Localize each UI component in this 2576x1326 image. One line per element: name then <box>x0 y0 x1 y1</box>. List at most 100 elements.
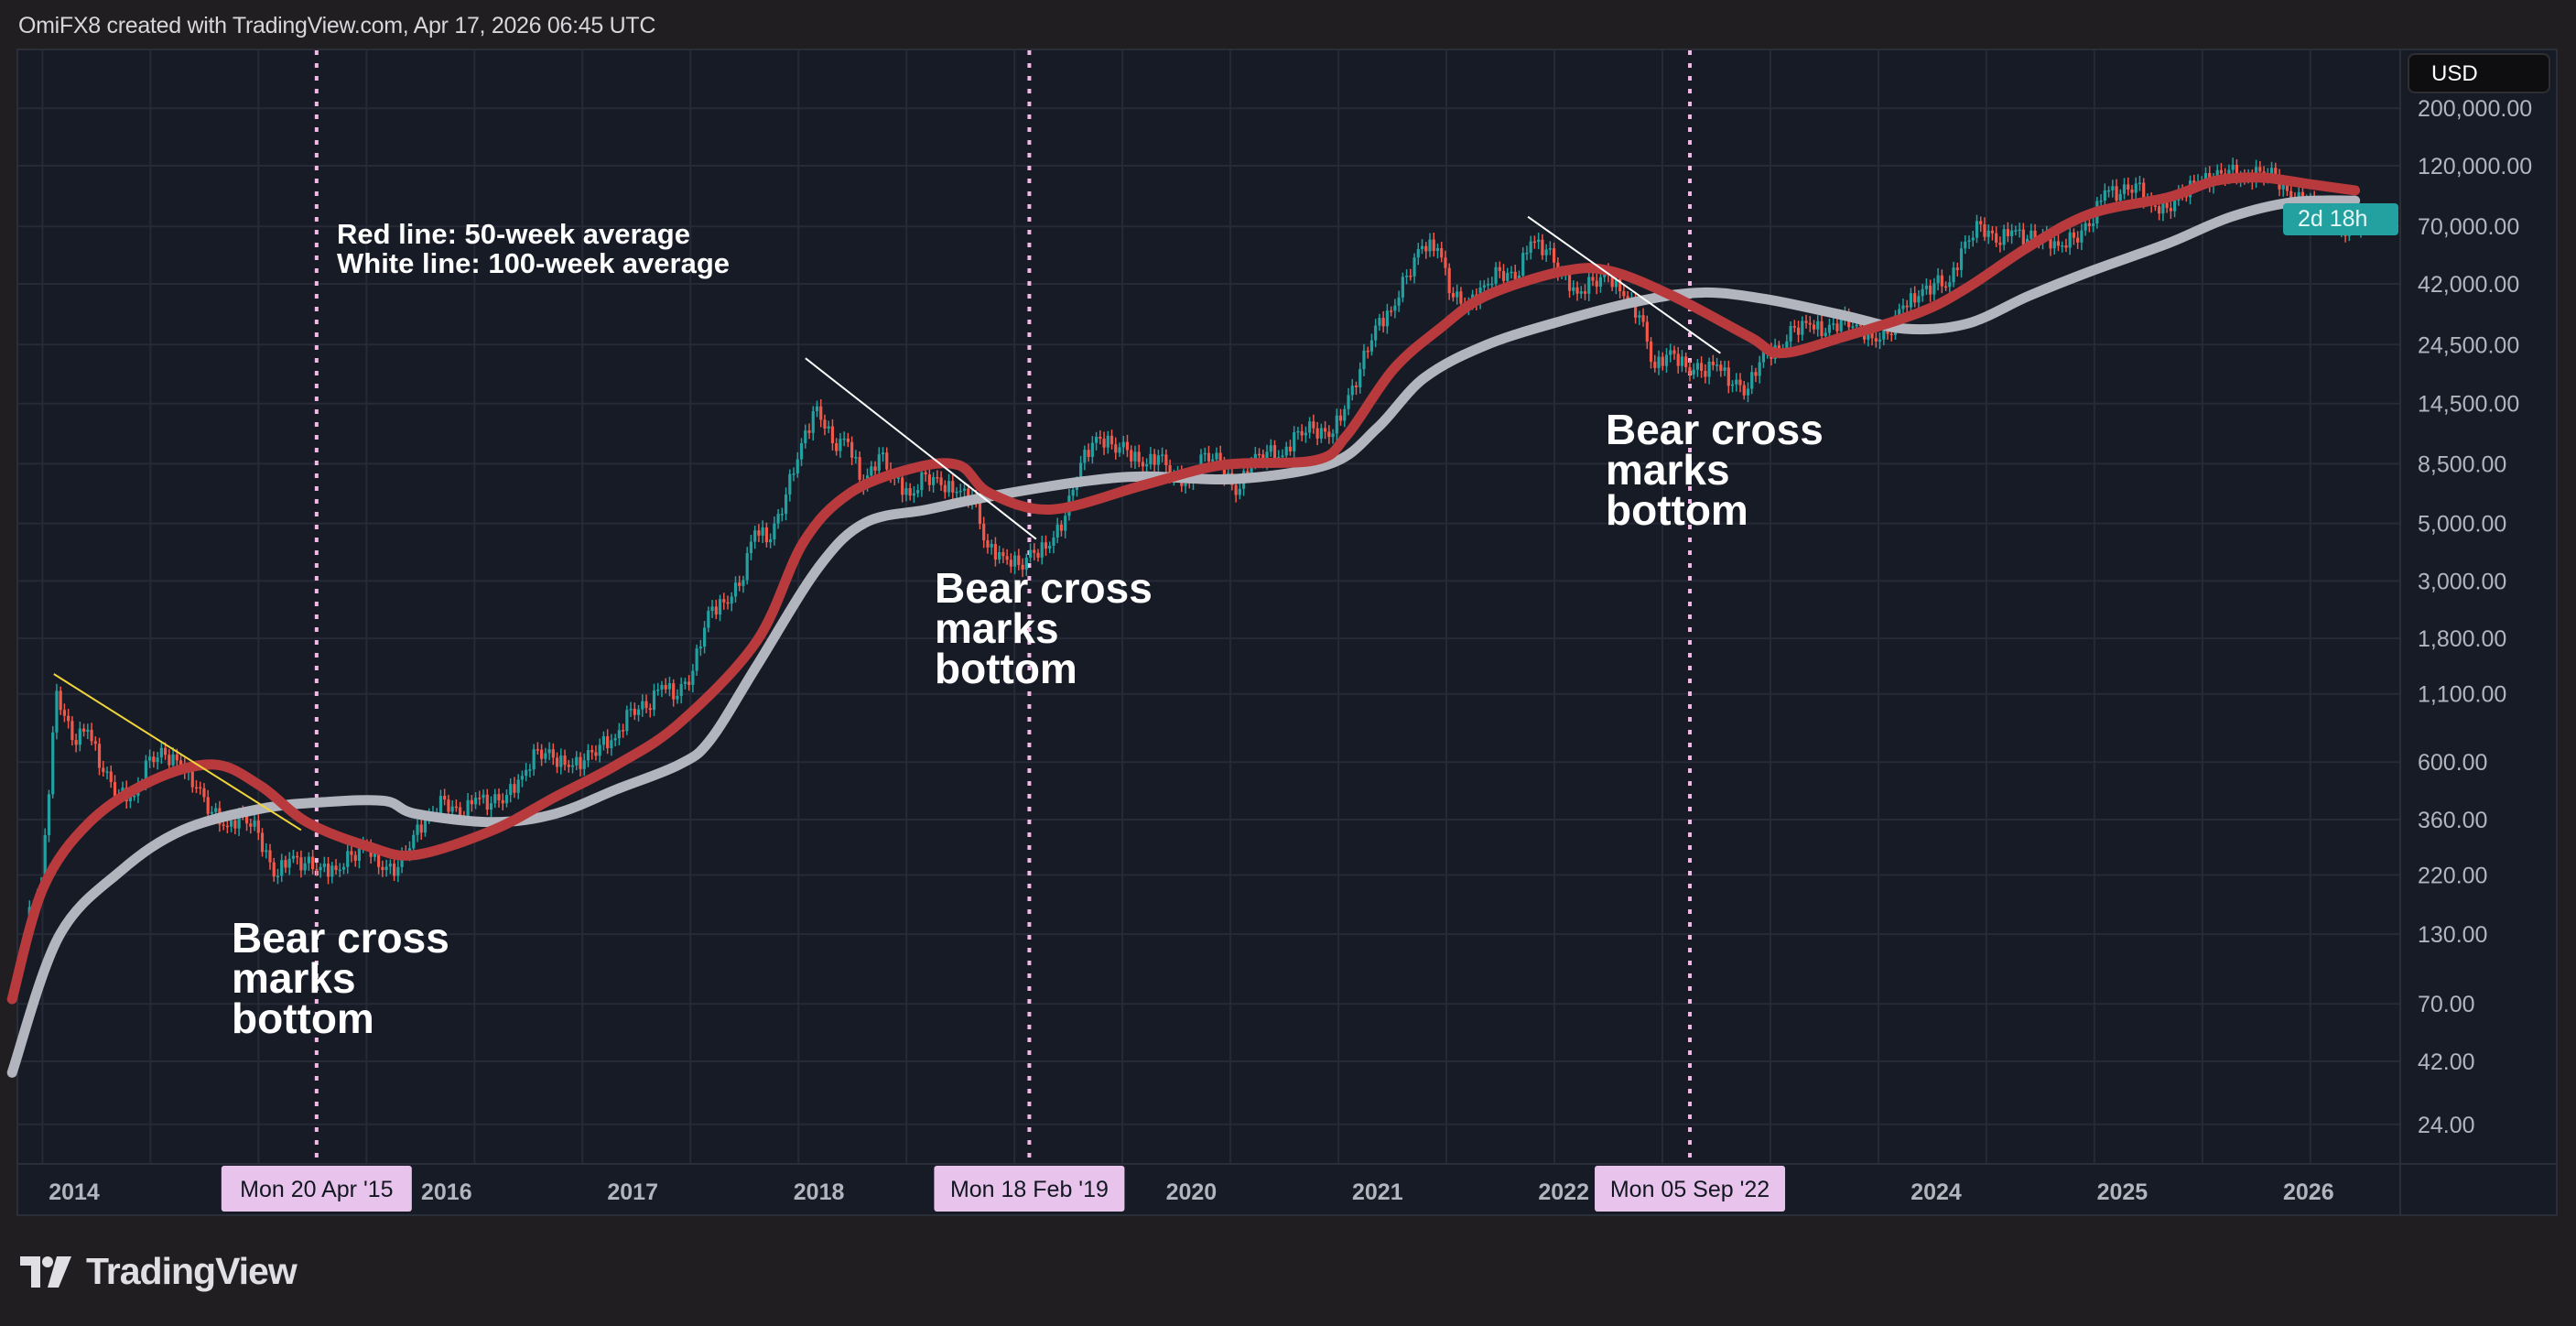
candle <box>850 441 854 458</box>
date-badge-label: Mon 20 Apr '15 <box>240 1177 393 1202</box>
candle <box>2014 230 2018 232</box>
candle <box>1567 272 1572 291</box>
candle <box>2099 201 2103 202</box>
candle <box>493 794 497 804</box>
candle <box>74 740 78 745</box>
candle <box>1087 450 1090 458</box>
candle <box>990 543 993 548</box>
note-red-line: Red line: 50-week average <box>337 218 690 250</box>
price-tick-label: 600.00 <box>2418 750 2487 776</box>
candle <box>1323 428 1327 432</box>
candle <box>450 806 454 812</box>
time-tick-label: 2021 <box>1352 1179 1403 1205</box>
candle <box>1338 415 1343 421</box>
candle <box>423 817 428 833</box>
candle <box>753 530 757 542</box>
candle <box>1207 452 1211 462</box>
candle <box>443 796 447 800</box>
time-tick-label: 2016 <box>421 1179 472 1205</box>
candle <box>1215 452 1218 460</box>
candle <box>237 812 241 829</box>
candle <box>1064 516 1067 531</box>
candle <box>1393 305 1397 311</box>
candle <box>1541 239 1544 255</box>
candle <box>764 527 768 543</box>
candle <box>1145 464 1149 467</box>
candle <box>1486 284 1490 286</box>
time-tick-label: 2014 <box>49 1179 100 1205</box>
candle <box>296 855 299 858</box>
candle <box>1827 324 1832 333</box>
candle <box>1009 560 1012 567</box>
candle <box>1149 453 1153 465</box>
bear-cross-annotation: marks <box>935 604 1059 652</box>
candle <box>2161 200 2165 214</box>
currency-button[interactable]: USD <box>2408 53 2550 93</box>
candle <box>1118 447 1121 453</box>
candle <box>2158 206 2161 214</box>
candle <box>1055 524 1059 538</box>
candle <box>1858 324 1862 326</box>
candle <box>1001 551 1005 557</box>
candle <box>1917 296 1921 303</box>
candle <box>1529 241 1532 253</box>
candle <box>1653 362 1657 368</box>
candle <box>726 602 730 604</box>
candle <box>749 541 753 554</box>
candle <box>1943 286 1948 288</box>
candle <box>1281 455 1284 458</box>
candle <box>1203 452 1207 455</box>
candle <box>563 755 567 766</box>
candle <box>544 753 547 759</box>
candle <box>1851 326 1855 329</box>
candle <box>175 754 179 761</box>
candle <box>1288 446 1293 451</box>
candle <box>904 488 908 495</box>
candle <box>846 438 850 442</box>
candle <box>2006 229 2009 236</box>
candle <box>1898 309 1901 316</box>
candle <box>1369 340 1374 352</box>
candle <box>1184 482 1187 486</box>
candle <box>1362 350 1366 370</box>
price-tick-label: 14,500.00 <box>2418 392 2519 418</box>
note-white-line: White line: 100-week average <box>337 247 730 279</box>
candle <box>2084 223 2087 231</box>
candle <box>1319 428 1323 439</box>
candle <box>1284 446 1288 456</box>
tradingview-logo[interactable]: TradingView <box>20 1250 298 1293</box>
candle <box>1428 239 1432 252</box>
candle <box>532 749 536 770</box>
candle <box>636 709 641 715</box>
candle <box>334 865 338 871</box>
candle <box>1482 285 1486 288</box>
candle <box>2021 229 2025 245</box>
candle <box>993 543 998 560</box>
candle <box>2281 181 2285 190</box>
candle <box>622 730 625 732</box>
candle <box>1079 462 1083 484</box>
candle <box>1610 275 1614 288</box>
candle <box>2002 229 2006 245</box>
candle <box>489 803 493 810</box>
candle <box>1715 364 1719 366</box>
candle <box>1447 267 1451 294</box>
candle <box>1591 277 1595 281</box>
time-tick-label: 2017 <box>607 1179 658 1205</box>
candle <box>885 452 889 470</box>
candle <box>2203 172 2208 181</box>
chart-pane[interactable] <box>16 49 2558 1216</box>
candle <box>540 749 544 759</box>
candle <box>1385 310 1389 327</box>
candle <box>1211 459 1215 462</box>
date-badge-label: Mon 18 Feb '19 <box>950 1177 1109 1202</box>
candle <box>163 747 168 755</box>
candle <box>501 799 504 804</box>
candle <box>148 756 152 761</box>
candle <box>598 745 601 756</box>
candle <box>1867 330 1870 340</box>
candle <box>714 606 718 615</box>
price-tick-label: 1,100.00 <box>2418 682 2506 708</box>
candle <box>2111 186 2115 190</box>
